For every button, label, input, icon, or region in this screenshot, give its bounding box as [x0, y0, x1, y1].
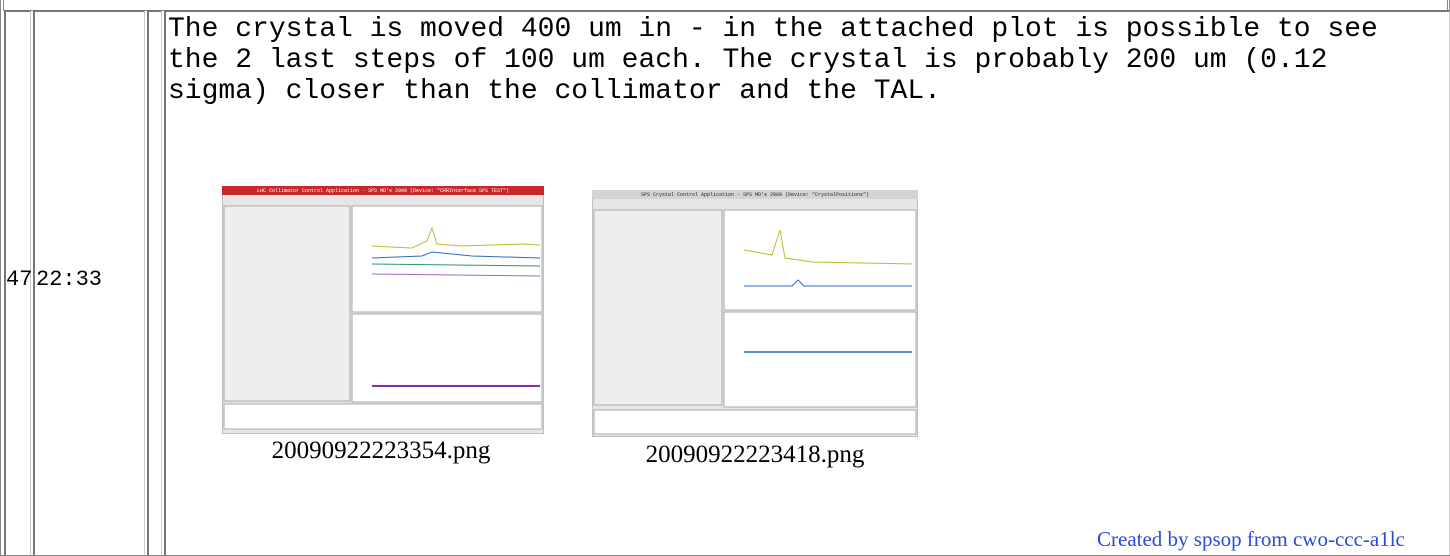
thumbnail[interactable]: LHC Collimator Control Application - SPS… — [222, 186, 544, 434]
attachment-filename[interactable]: 20090922223418.png — [585, 441, 925, 469]
window-title: LHC Collimator Control Application - SPS… — [257, 188, 509, 194]
row-time: 22:33 — [36, 267, 102, 292]
window-title: SPS Crystal Control Application - SPS MD… — [641, 192, 869, 198]
footer-link[interactable]: Created by spsop from cwo-ccc-a1lc — [1097, 527, 1405, 552]
comment-text: The crystal is moved 400 um in - in the … — [168, 14, 1426, 107]
empty-cell — [147, 10, 162, 555]
page: 47 22:33 The crystal is moved 400 um in … — [0, 0, 1450, 550]
attachment-filename[interactable]: 20090922223354.png — [211, 437, 551, 465]
thumbnail[interactable]: SPS Crystal Control Application - SPS MD… — [592, 190, 918, 437]
row-number: 47 — [6, 267, 32, 292]
